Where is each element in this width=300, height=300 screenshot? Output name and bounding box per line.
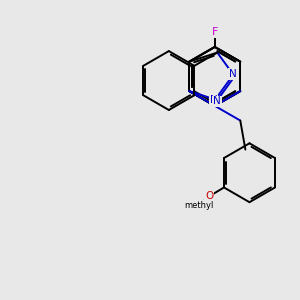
Text: N: N bbox=[213, 96, 221, 106]
Text: F: F bbox=[212, 27, 218, 37]
Text: N: N bbox=[210, 95, 218, 105]
Text: N: N bbox=[229, 69, 237, 79]
Text: O: O bbox=[205, 191, 213, 201]
Text: methyl: methyl bbox=[184, 201, 214, 210]
